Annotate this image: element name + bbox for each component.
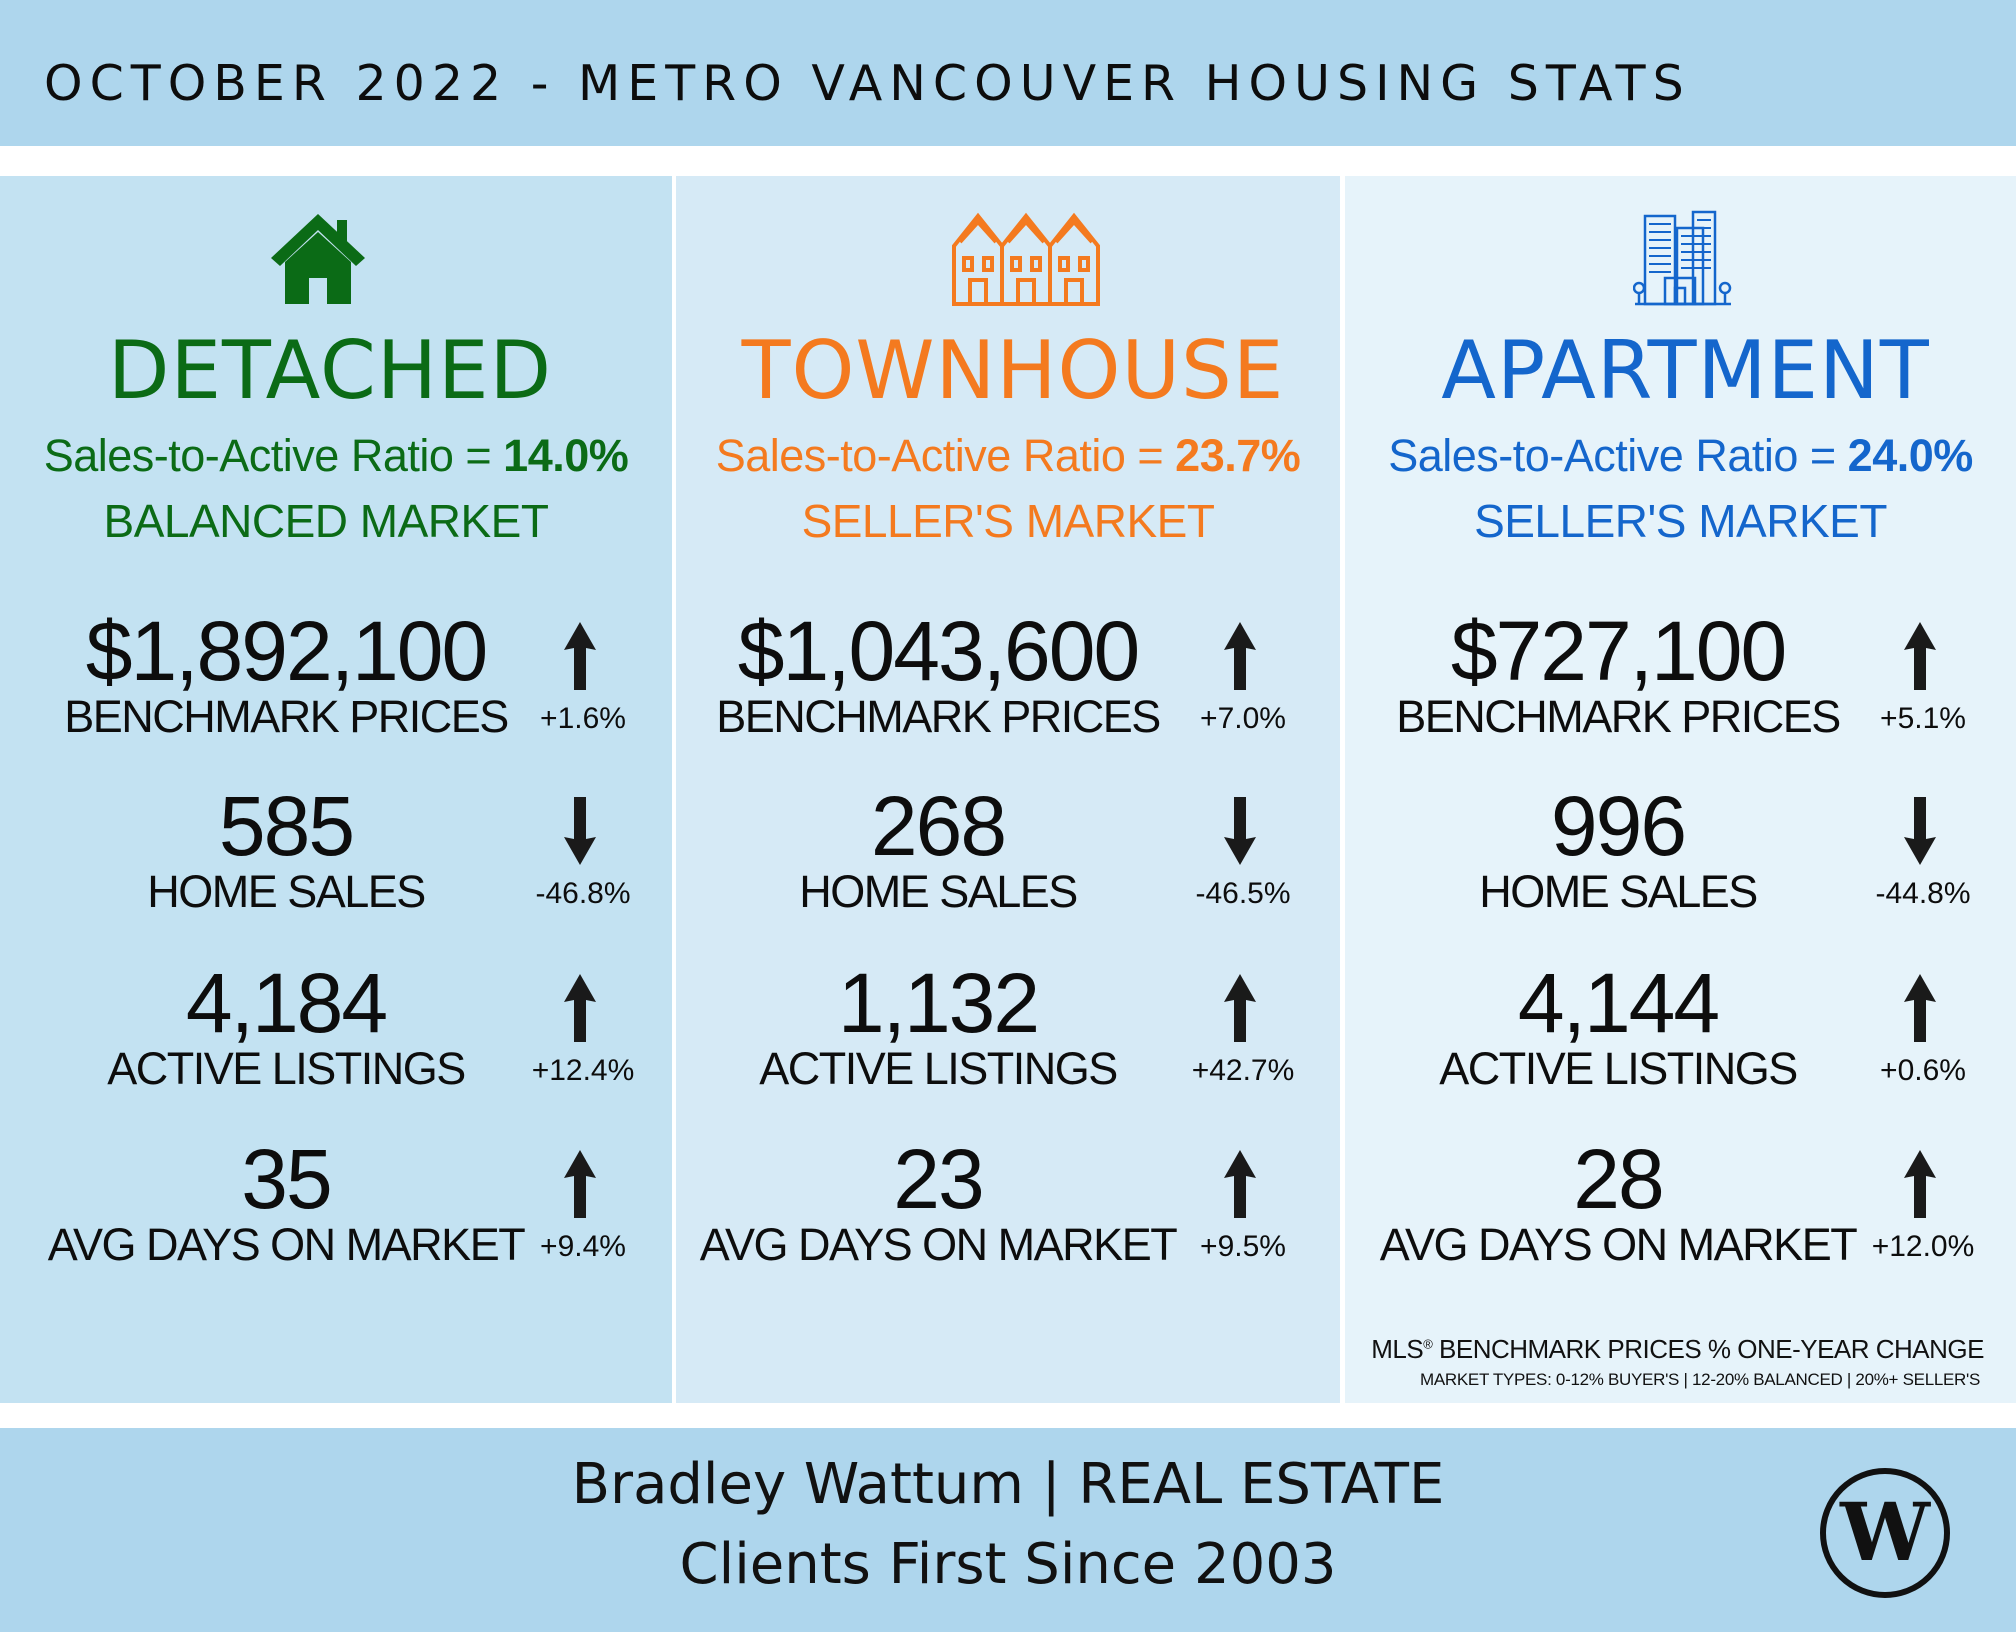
stat-avg-days-on-market: 23 AVG DAYS ON MARKET +9.5% bbox=[676, 1134, 1340, 1304]
stat-value: 585 bbox=[218, 779, 355, 873]
market-type: BALANCED MARKET bbox=[103, 495, 549, 547]
footnote-benchmark: MLS® BENCHMARK PRICES % ONE-YEAR CHANGE bbox=[1371, 1334, 1984, 1364]
stat-change: +7.0% bbox=[1200, 702, 1286, 735]
stat-change: -46.8% bbox=[535, 877, 631, 910]
stat-change: +5.1% bbox=[1880, 702, 1966, 735]
stat-value: $727,100 bbox=[1450, 604, 1787, 698]
stat-change: -46.5% bbox=[1195, 877, 1291, 910]
page-title: OCTOBER 2022 - METRO VANCOUVER HOUSING S… bbox=[44, 55, 1691, 112]
stat-label: HOME SALES bbox=[799, 866, 1078, 917]
arrow-up-icon bbox=[1904, 622, 1936, 690]
stat-home-sales: 268 HOME SALES -46.5% bbox=[676, 781, 1340, 951]
stat-value: $1,043,600 bbox=[737, 604, 1140, 698]
stat-value: 268 bbox=[870, 779, 1007, 873]
stat-avg-days-on-market: 28 AVG DAYS ON MARKET +12.0% bbox=[1345, 1134, 2016, 1304]
stat-benchmark-price: $727,100 BENCHMARK PRICES +5.1% bbox=[1345, 606, 2016, 776]
footnote-market-types: MARKET TYPES: 0-12% BUYER'S | 12-20% BAL… bbox=[1420, 1370, 1980, 1389]
stat-value: $1,892,100 bbox=[85, 604, 488, 698]
sales-to-active-ratio: Sales-to-Active Ratio = 24.0% bbox=[1388, 430, 1973, 481]
footer-tagline: Clients First Since 2003 bbox=[679, 1532, 1337, 1597]
arrow-down-icon bbox=[1904, 797, 1936, 865]
house-icon bbox=[271, 214, 365, 304]
stat-active-listings: 1,132 ACTIVE LISTINGS +42.7% bbox=[676, 958, 1340, 1128]
market-type: SELLER'S MARKET bbox=[801, 495, 1215, 547]
stat-change: +9.5% bbox=[1200, 1230, 1286, 1263]
property-type-title: TOWNHOUSE bbox=[741, 324, 1285, 417]
arrow-up-icon bbox=[564, 974, 596, 1042]
stat-label: HOME SALES bbox=[147, 866, 426, 917]
stat-change: +12.0% bbox=[1871, 1230, 1975, 1263]
stat-benchmark-price: $1,892,100 BENCHMARK PRICES +1.6% bbox=[0, 606, 672, 776]
header-banner: OCTOBER 2022 - METRO VANCOUVER HOUSING S… bbox=[0, 0, 2016, 146]
logo-letter: W bbox=[1839, 1485, 1931, 1579]
stat-change: -44.8% bbox=[1875, 877, 1971, 910]
brand-logo: W bbox=[1820, 1468, 1950, 1598]
arrow-up-icon bbox=[1224, 974, 1256, 1042]
stat-value: 28 bbox=[1573, 1132, 1664, 1226]
stat-home-sales: 585 HOME SALES -46.8% bbox=[0, 781, 672, 951]
column-townhouse: TOWNHOUSE Sales-to-Active Ratio = 23.7% … bbox=[676, 176, 1340, 1403]
stat-change: +9.4% bbox=[540, 1230, 626, 1263]
property-type-title: DETACHED bbox=[107, 324, 553, 417]
stat-value: 4,184 bbox=[185, 956, 388, 1050]
stat-label: ACTIVE LISTINGS bbox=[107, 1043, 466, 1094]
stat-active-listings: 4,144 ACTIVE LISTINGS +0.6% bbox=[1345, 958, 2016, 1128]
footer-brand: Bradley Wattum | REAL ESTATE bbox=[571, 1452, 1445, 1517]
column-detached: DETACHED Sales-to-Active Ratio = 14.0% B… bbox=[0, 176, 672, 1403]
stat-label: BENCHMARK PRICES bbox=[1396, 691, 1841, 742]
arrow-up-icon bbox=[1904, 974, 1936, 1042]
market-type: SELLER'S MARKET bbox=[1474, 495, 1887, 547]
stat-label: AVG DAYS ON MARKET bbox=[47, 1219, 526, 1270]
arrow-up-icon bbox=[1224, 1150, 1256, 1218]
stat-label: AVG DAYS ON MARKET bbox=[699, 1219, 1178, 1270]
stat-value: 4,144 bbox=[1517, 956, 1720, 1050]
townhouse-icon bbox=[952, 212, 1100, 306]
arrow-up-icon bbox=[564, 1150, 596, 1218]
stat-active-listings: 4,184 ACTIVE LISTINGS +12.4% bbox=[0, 958, 672, 1128]
stat-label: HOME SALES bbox=[1479, 866, 1758, 917]
arrow-down-icon bbox=[1224, 797, 1256, 865]
stat-value: 35 bbox=[241, 1132, 332, 1226]
stat-change: +1.6% bbox=[540, 702, 626, 735]
stat-label: BENCHMARK PRICES bbox=[64, 691, 509, 742]
arrow-down-icon bbox=[564, 797, 596, 865]
apartment-icon bbox=[1632, 210, 1731, 306]
stat-label: BENCHMARK PRICES bbox=[716, 691, 1161, 742]
stat-label: ACTIVE LISTINGS bbox=[1439, 1043, 1798, 1094]
stat-value: 1,132 bbox=[837, 956, 1040, 1050]
stat-change: +0.6% bbox=[1880, 1054, 1966, 1087]
stat-change: +42.7% bbox=[1191, 1054, 1295, 1087]
arrow-up-icon bbox=[1904, 1150, 1936, 1218]
stat-label: AVG DAYS ON MARKET bbox=[1379, 1219, 1858, 1270]
stat-benchmark-price: $1,043,600 BENCHMARK PRICES +7.0% bbox=[676, 606, 1340, 776]
sales-to-active-ratio: Sales-to-Active Ratio = 14.0% bbox=[43, 430, 629, 481]
sales-to-active-ratio: Sales-to-Active Ratio = 23.7% bbox=[715, 430, 1301, 481]
stat-label: ACTIVE LISTINGS bbox=[759, 1043, 1118, 1094]
column-apartment: APARTMENT Sales-to-Active Ratio = 24.0% … bbox=[1345, 176, 2016, 1403]
footer-banner: Bradley Wattum | REAL ESTATE Clients Fir… bbox=[0, 1428, 2016, 1632]
arrow-up-icon bbox=[1224, 622, 1256, 690]
property-type-title: APARTMENT bbox=[1441, 324, 1930, 417]
stat-avg-days-on-market: 35 AVG DAYS ON MARKET +9.4% bbox=[0, 1134, 672, 1304]
stat-value: 996 bbox=[1550, 779, 1687, 873]
stat-change: +12.4% bbox=[531, 1054, 635, 1087]
stat-value: 23 bbox=[893, 1132, 984, 1226]
arrow-up-icon bbox=[564, 622, 596, 690]
stat-home-sales: 996 HOME SALES -44.8% bbox=[1345, 781, 2016, 951]
